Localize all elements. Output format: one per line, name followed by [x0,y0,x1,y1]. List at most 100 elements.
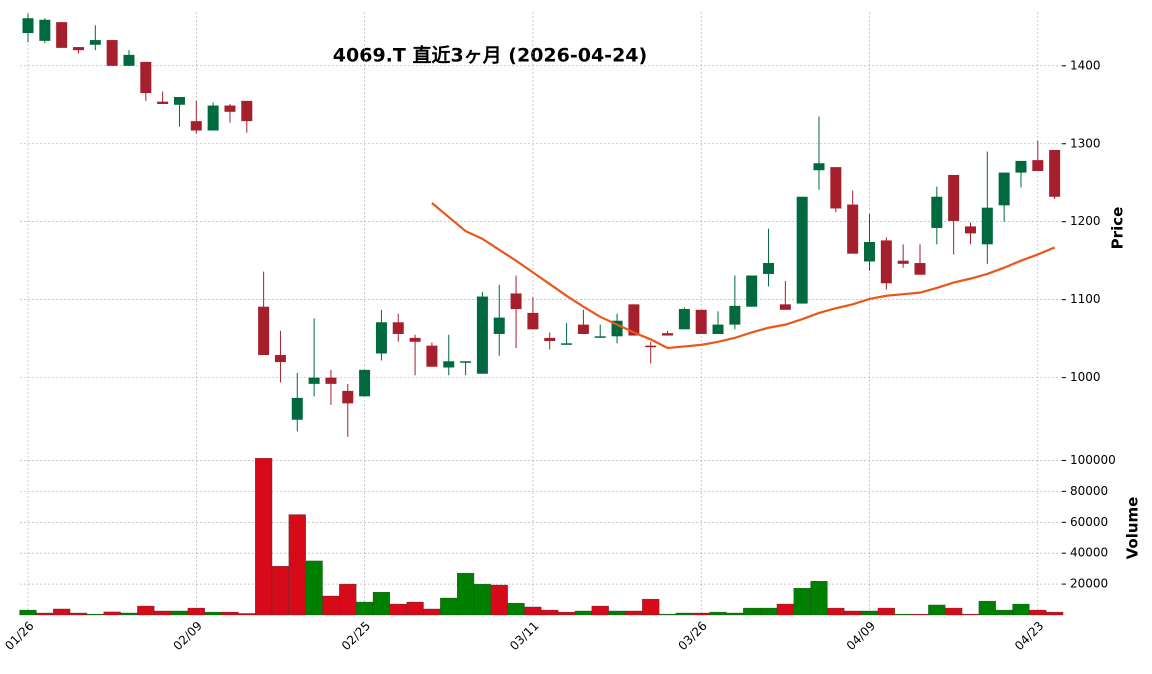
candle-body [1015,160,1027,173]
candle-body [662,333,674,336]
candle-body [359,369,371,397]
volume-bar [945,607,963,616]
candle-body [628,304,640,336]
candle-body [375,322,387,354]
x-tick-label: 02/09 [171,619,205,653]
volume-bar [591,605,609,616]
x-tick-label: 01/26 [2,619,36,653]
candle-body [308,377,320,384]
volume-bar [238,613,256,616]
candle-body [510,293,522,310]
candle-body [561,343,573,345]
volume-bar [507,602,525,616]
volume-bar [1012,603,1030,616]
y-tick-label: 1200 [1070,214,1101,228]
volume-bar [692,612,710,616]
candle-body [864,241,875,262]
volume-bar [356,601,374,616]
volume-bar [1029,609,1047,616]
candle-body [39,19,51,41]
y-tick-label: 1400 [1070,58,1101,72]
candle-body [342,390,354,404]
volume-bar [103,611,121,616]
candle-body [746,275,758,307]
candle-body [460,361,472,363]
volume-bar [440,597,458,616]
candle-body [443,361,455,368]
candle-body [931,196,943,228]
volume-bar [204,611,222,616]
candle-body [1049,149,1061,197]
volume-bar [557,611,576,616]
volume-bar [154,610,172,616]
volume-bar [928,604,946,616]
volume-axis-label: Volume [1124,497,1142,560]
volume-bar [776,603,794,616]
candle-body [577,324,589,334]
candle-body [123,54,135,66]
candle-body [611,320,623,337]
candle-body [594,336,606,338]
volume-bar [457,572,475,616]
candle-body [527,312,539,330]
candle-body [544,337,556,341]
volume-bar [574,610,592,616]
chart-title: 4069.T 直近3ヶ月 (2026-04-24) [333,44,647,67]
candle-body [847,204,859,254]
volume-bar [372,591,390,616]
volume-bar [642,598,660,616]
volume-bar [743,607,761,616]
volume-bar [137,605,155,616]
moving-average [431,202,1056,350]
volume-tick-label: 60000 [1070,515,1108,529]
candle-body [106,40,118,66]
volume-bar [894,613,912,616]
candle-body [880,240,892,284]
volume-bar [995,609,1013,616]
candle-body [140,61,152,94]
volume-tick-label: 80000 [1070,484,1108,498]
volume-bar [389,603,407,616]
y-tick-label: 1300 [1070,136,1101,150]
volume-bar [255,457,273,616]
volume-bar [86,613,104,616]
volume-bar [541,609,559,616]
volume-bar [827,607,845,616]
volume-tick-label: 40000 [1070,546,1108,560]
candle-body [981,207,993,245]
candle-body [998,172,1010,206]
volume-bar [339,583,357,616]
volume-bar [406,601,424,616]
volume-bar [759,607,778,616]
candle-body [830,167,842,209]
volume-bar [860,610,879,616]
candle-body [426,345,438,367]
volume-bar [608,610,626,616]
volume-bar [1046,611,1064,616]
volume-bar [844,610,862,616]
volume-bar [961,613,980,616]
candle-body [325,377,337,384]
candle-body [779,304,791,310]
candle-body [72,47,84,51]
candle-body [274,355,286,363]
volume-bar [69,612,88,616]
volume-bar [524,606,542,616]
volume-bar [675,612,693,616]
candle-body [948,174,960,221]
volume-bar [53,608,71,616]
volume-bar [305,560,323,616]
y-tick-label: 1000 [1070,370,1101,384]
volume-bar [19,609,37,616]
candle-body [157,101,169,104]
volume-bar [288,514,306,616]
candle-body [763,263,775,274]
volume-bar [726,612,744,616]
x-tick-label: 04/23 [1012,619,1046,653]
volume-tick-label: 100000 [1070,453,1116,467]
candle-body [678,309,690,330]
volume-bar [658,613,677,616]
candle-body [813,163,825,171]
volume-bar [187,607,205,616]
